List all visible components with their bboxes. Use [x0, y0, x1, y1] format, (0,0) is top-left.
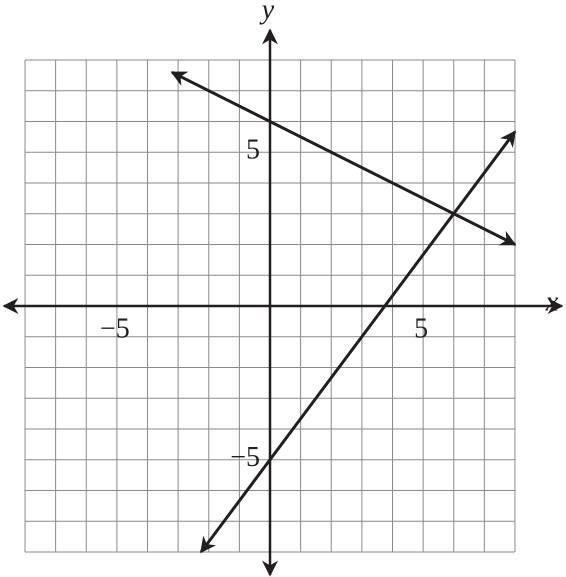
y-tick-label: 5: [246, 135, 260, 166]
line: [199, 130, 517, 554]
y-axis-label: y: [259, 0, 275, 25]
x-tick-label: 5: [414, 313, 428, 344]
y-tick-label: −5: [230, 442, 260, 473]
line: [170, 70, 517, 246]
x-axis-label: x: [545, 286, 559, 317]
x-tick-label: −5: [100, 313, 130, 344]
